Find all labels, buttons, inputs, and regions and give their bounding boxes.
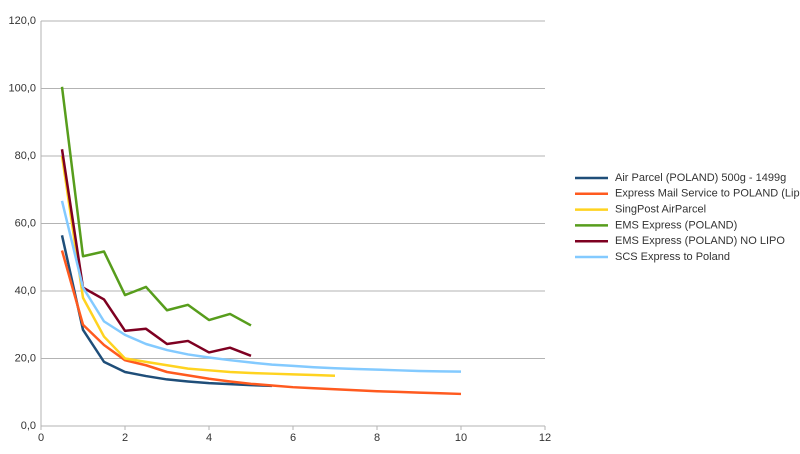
legend-label: SCS Express to Poland bbox=[615, 251, 730, 263]
legend-label: EMS Express (POLAND) bbox=[615, 219, 737, 231]
y-tick-label: 120,0 bbox=[8, 15, 36, 27]
series-line bbox=[60, 155, 336, 377]
series-line bbox=[60, 200, 462, 373]
series-line bbox=[60, 250, 462, 396]
x-tick-label: 10 bbox=[455, 432, 467, 444]
legend-label: SingPost AirParcel bbox=[615, 204, 706, 216]
x-tick-label: 8 bbox=[374, 432, 380, 444]
x-tick-label: 0 bbox=[38, 432, 44, 444]
y-tick-label: 80,0 bbox=[15, 150, 36, 162]
y-tick-label: 40,0 bbox=[15, 285, 36, 297]
series-line bbox=[60, 149, 252, 357]
x-tick-label: 2 bbox=[122, 432, 128, 444]
legend-label: Express Mail Service to POLAND (Lipo) bbox=[615, 188, 800, 200]
series-line bbox=[60, 86, 252, 327]
x-tick-label: 4 bbox=[206, 432, 212, 444]
y-tick-label: 100,0 bbox=[8, 82, 36, 94]
y-tick-label: 0,0 bbox=[21, 420, 36, 432]
legend-label: Air Parcel (POLAND) 500g - 1499g bbox=[615, 172, 786, 184]
series-line bbox=[60, 235, 273, 388]
x-tick-label: 12 bbox=[539, 432, 551, 444]
y-tick-label: 20,0 bbox=[15, 352, 36, 364]
legend-label: EMS Express (POLAND) NO LIPO bbox=[615, 235, 785, 247]
y-tick-label: 60,0 bbox=[15, 217, 36, 229]
x-tick-label: 6 bbox=[290, 432, 296, 444]
